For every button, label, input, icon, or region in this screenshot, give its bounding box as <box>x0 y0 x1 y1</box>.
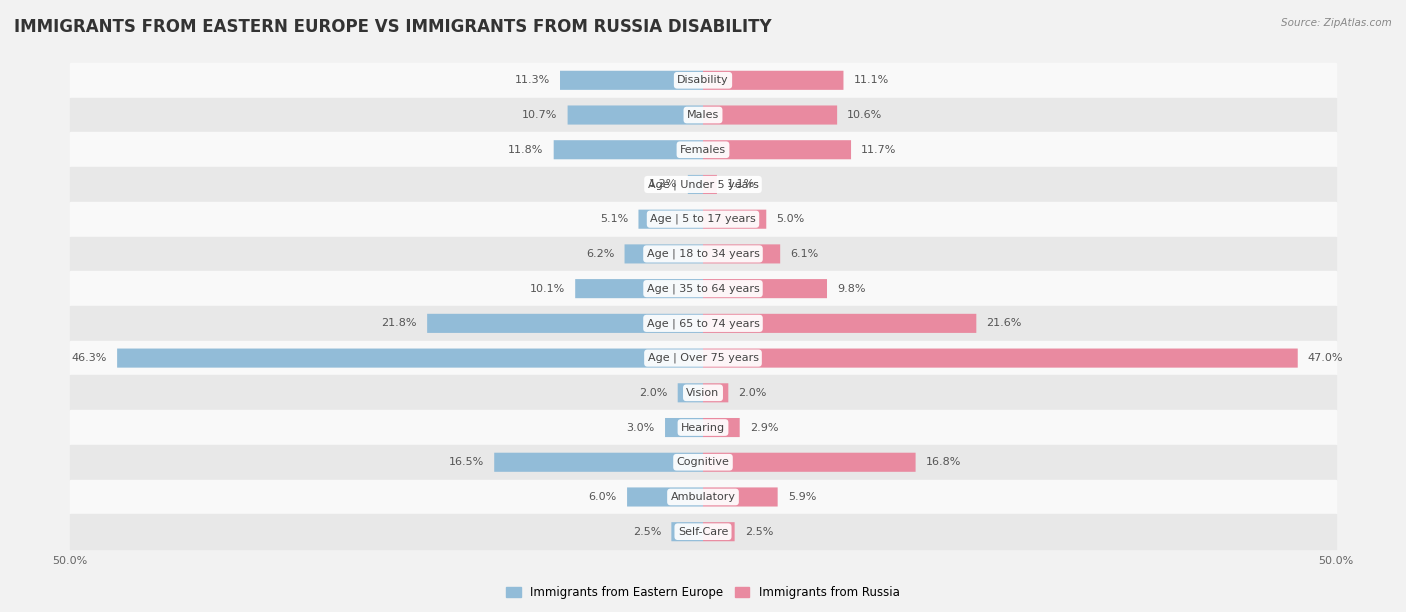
FancyBboxPatch shape <box>703 105 837 125</box>
FancyBboxPatch shape <box>117 349 703 368</box>
FancyBboxPatch shape <box>678 383 703 402</box>
FancyBboxPatch shape <box>688 175 703 194</box>
FancyBboxPatch shape <box>703 383 728 402</box>
Text: 11.3%: 11.3% <box>515 75 550 85</box>
Text: 11.8%: 11.8% <box>508 145 544 155</box>
Text: 16.5%: 16.5% <box>449 457 484 467</box>
Bar <box>70 445 1336 480</box>
Bar <box>70 306 1336 341</box>
Text: 3.0%: 3.0% <box>627 422 655 433</box>
FancyBboxPatch shape <box>703 418 740 437</box>
Text: Age | Under 5 years: Age | Under 5 years <box>648 179 758 190</box>
FancyBboxPatch shape <box>703 140 851 159</box>
Text: 47.0%: 47.0% <box>1308 353 1343 363</box>
Text: Vision: Vision <box>686 388 720 398</box>
Text: 16.8%: 16.8% <box>925 457 962 467</box>
Text: Age | 5 to 17 years: Age | 5 to 17 years <box>650 214 756 225</box>
FancyBboxPatch shape <box>568 105 703 125</box>
Text: 11.1%: 11.1% <box>853 75 889 85</box>
FancyBboxPatch shape <box>575 279 703 298</box>
FancyBboxPatch shape <box>495 453 703 472</box>
Text: Age | 65 to 74 years: Age | 65 to 74 years <box>647 318 759 329</box>
Text: 5.9%: 5.9% <box>787 492 815 502</box>
FancyBboxPatch shape <box>703 349 1298 368</box>
Bar <box>70 271 1336 306</box>
Text: Self-Care: Self-Care <box>678 527 728 537</box>
Text: 5.0%: 5.0% <box>776 214 804 224</box>
FancyBboxPatch shape <box>703 453 915 472</box>
FancyBboxPatch shape <box>703 279 827 298</box>
FancyBboxPatch shape <box>554 140 703 159</box>
Bar <box>70 237 1336 271</box>
FancyBboxPatch shape <box>703 487 778 507</box>
FancyBboxPatch shape <box>703 210 766 229</box>
Text: Disability: Disability <box>678 75 728 85</box>
Text: 6.1%: 6.1% <box>790 249 818 259</box>
Text: Age | 18 to 34 years: Age | 18 to 34 years <box>647 248 759 259</box>
Text: 1.1%: 1.1% <box>727 179 755 190</box>
Bar <box>70 63 1336 98</box>
FancyBboxPatch shape <box>703 71 844 90</box>
Text: 9.8%: 9.8% <box>837 283 866 294</box>
Text: 2.5%: 2.5% <box>745 527 773 537</box>
FancyBboxPatch shape <box>703 314 976 333</box>
Bar <box>70 341 1336 375</box>
Text: Age | 35 to 64 years: Age | 35 to 64 years <box>647 283 759 294</box>
Text: 10.7%: 10.7% <box>522 110 558 120</box>
Bar <box>70 202 1336 237</box>
FancyBboxPatch shape <box>560 71 703 90</box>
Text: 5.1%: 5.1% <box>600 214 628 224</box>
Text: 10.6%: 10.6% <box>848 110 883 120</box>
Text: 21.6%: 21.6% <box>987 318 1022 329</box>
Bar <box>70 410 1336 445</box>
Text: 2.0%: 2.0% <box>738 388 766 398</box>
FancyBboxPatch shape <box>672 522 703 541</box>
Text: IMMIGRANTS FROM EASTERN EUROPE VS IMMIGRANTS FROM RUSSIA DISABILITY: IMMIGRANTS FROM EASTERN EUROPE VS IMMIGR… <box>14 18 772 36</box>
Text: 2.5%: 2.5% <box>633 527 661 537</box>
FancyBboxPatch shape <box>703 244 780 263</box>
Bar <box>70 98 1336 132</box>
Bar <box>70 167 1336 202</box>
FancyBboxPatch shape <box>427 314 703 333</box>
Text: 1.2%: 1.2% <box>650 179 678 190</box>
FancyBboxPatch shape <box>703 175 717 194</box>
Text: 2.9%: 2.9% <box>749 422 779 433</box>
FancyBboxPatch shape <box>624 244 703 263</box>
Text: Males: Males <box>688 110 718 120</box>
FancyBboxPatch shape <box>627 487 703 507</box>
FancyBboxPatch shape <box>638 210 703 229</box>
Bar <box>70 132 1336 167</box>
Text: Females: Females <box>681 145 725 155</box>
Text: 21.8%: 21.8% <box>381 318 418 329</box>
Text: 6.2%: 6.2% <box>586 249 614 259</box>
Text: 2.0%: 2.0% <box>640 388 668 398</box>
FancyBboxPatch shape <box>665 418 703 437</box>
Text: Age | Over 75 years: Age | Over 75 years <box>648 353 758 364</box>
Bar <box>70 514 1336 549</box>
Text: Ambulatory: Ambulatory <box>671 492 735 502</box>
Text: 10.1%: 10.1% <box>530 283 565 294</box>
Text: Source: ZipAtlas.com: Source: ZipAtlas.com <box>1281 18 1392 28</box>
Text: Hearing: Hearing <box>681 422 725 433</box>
Text: 46.3%: 46.3% <box>72 353 107 363</box>
Bar <box>70 375 1336 410</box>
Text: Cognitive: Cognitive <box>676 457 730 467</box>
FancyBboxPatch shape <box>703 522 734 541</box>
Bar <box>70 480 1336 514</box>
Text: 6.0%: 6.0% <box>589 492 617 502</box>
Legend: Immigrants from Eastern Europe, Immigrants from Russia: Immigrants from Eastern Europe, Immigran… <box>502 581 904 603</box>
Text: 11.7%: 11.7% <box>860 145 897 155</box>
